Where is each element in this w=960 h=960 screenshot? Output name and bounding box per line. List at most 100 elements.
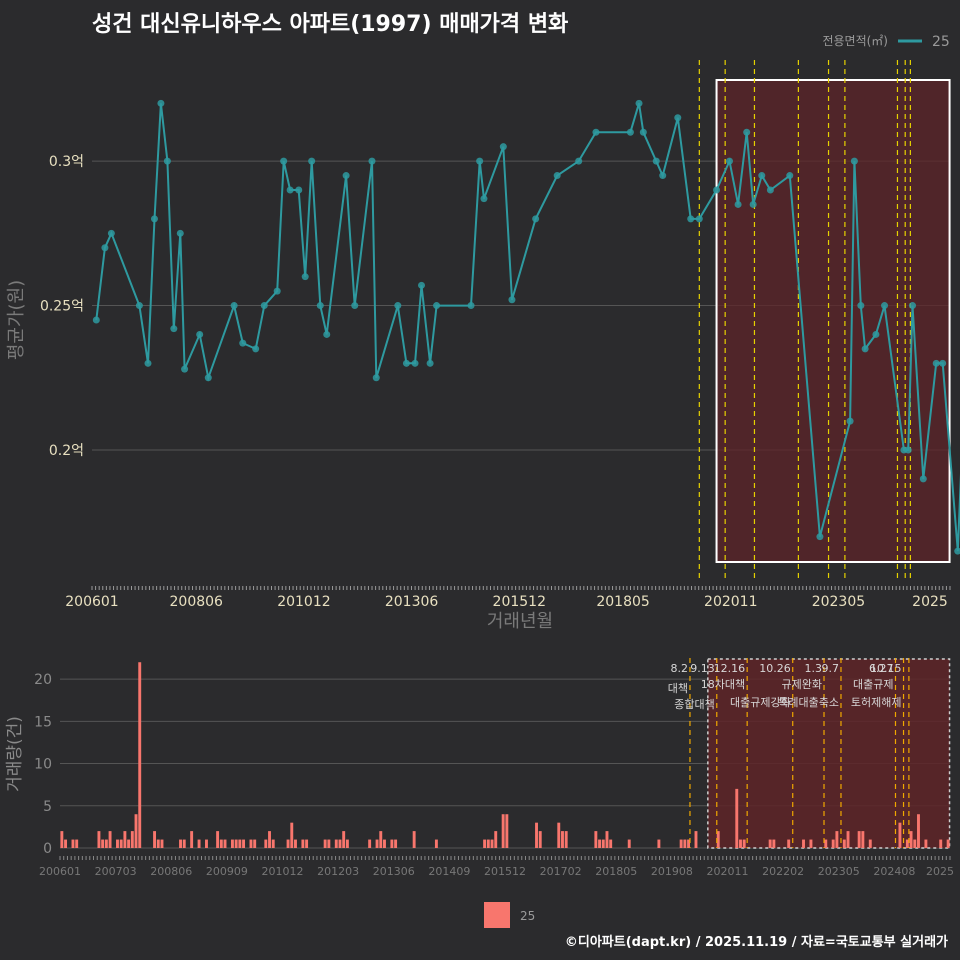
volume-bar [104,839,108,848]
price-point [687,215,695,223]
price-point [659,172,667,180]
volume-bar [564,831,568,848]
y-tick-label: 0.3억 [49,154,84,170]
volume-bar [64,839,68,848]
x-tick-label: 201012 [277,594,330,610]
volume-bar [561,831,564,848]
volume-bar [824,839,828,848]
price-point [411,359,419,367]
volume-bar [490,839,494,848]
price-point [695,215,703,223]
volume-bar [156,839,160,848]
volume-bar [924,839,928,848]
volume-bar [238,839,242,848]
x-tick-label: 201306 [385,594,439,610]
volume-bar [913,839,917,848]
volume-bar [831,839,835,848]
volume-bar [946,839,950,848]
legend2-bar-swatch [484,902,510,928]
x2-tick-label: 201012 [262,865,304,878]
price-point [273,287,281,295]
price-point [144,359,152,367]
event-name-label: 규제완화 [782,678,822,691]
volume-bar [494,831,498,848]
volume-bar [160,839,164,848]
volume-bar [264,839,268,848]
price-point [418,281,426,289]
volume-bar [538,831,542,848]
x2-tick-label: 202202 [762,865,804,878]
price-point [881,302,889,310]
price-point [758,172,766,180]
volume-bar [601,839,605,848]
volume-bar [598,839,602,848]
legend-series-label: 25 [932,34,950,50]
price-point [170,325,178,333]
volume-bar [772,839,776,848]
price-point [181,365,189,373]
price-point [308,157,316,165]
volume-bar [501,814,505,848]
y-tick-label: 0.2억 [49,443,84,459]
volume-bar [383,839,386,848]
price-point [857,302,865,310]
volume-bar [683,839,687,848]
volume-bar [412,831,416,848]
event-name-label: 18차대책 [701,678,745,691]
volume-bar [905,839,909,848]
volume-bar [857,831,861,848]
x2-tick-label: 200601 [39,865,81,878]
volume-bar [323,839,327,848]
price-point [508,296,516,304]
price-point [433,302,441,310]
price-point [734,200,742,208]
price-point [196,330,204,338]
price-point [872,330,880,338]
x2-tick-label: 201702 [540,865,582,878]
volume-bar [138,662,142,848]
price-point [725,157,733,165]
price-point [323,330,331,338]
price-point [204,374,212,382]
x2-tick-label: 2025 [926,865,954,878]
price-point [861,345,869,353]
price-point [639,128,647,136]
volume-bar [716,831,720,848]
event-date-label: 6.27 [869,662,894,675]
volume-bar [268,831,271,848]
volume-bar [253,839,257,848]
price-point [932,359,940,367]
price-point [163,157,171,165]
volume-bar [379,831,383,848]
volume-bar [334,839,338,848]
volume-bar [594,831,598,848]
y-axis-label: 평균가(원) [6,280,27,360]
price-point [394,302,402,310]
price-point [816,533,824,541]
legend2-series-label: 25 [520,909,535,923]
x2-tick-label: 201306 [373,865,415,878]
volume-bar [197,839,201,848]
price-point [909,302,917,310]
y2-tick-label: 0 [43,841,52,857]
price-point [150,215,158,223]
volume-bar [846,831,850,848]
price-point [92,316,100,324]
x2-tick-label: 202011 [707,865,749,878]
price-point [592,128,600,136]
volume-bar [535,822,538,848]
price-point [652,157,660,165]
volume-bar [182,839,186,848]
price-point [476,157,484,165]
volume-bar [434,839,438,848]
price-point [295,186,303,194]
event-name-label: 특례대출축소 [778,696,839,709]
y2-tick-label: 10 [34,757,52,773]
price-point [954,547,960,555]
event-date-label: 9.7 [821,662,839,675]
event-name-label: 대책 [668,682,688,695]
highlight-region-2 [707,658,951,849]
event-name-label: 대출규제강화 [730,696,791,709]
price-point [252,345,260,353]
x2-tick-label: 201409 [428,865,470,878]
